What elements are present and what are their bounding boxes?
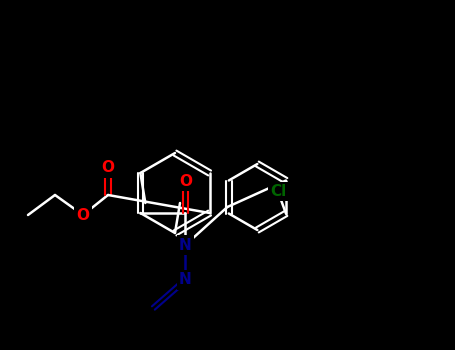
Text: O: O (101, 161, 115, 175)
Text: N: N (179, 238, 192, 252)
Text: Cl: Cl (270, 184, 286, 199)
Text: O: O (76, 208, 90, 223)
Text: O: O (179, 174, 192, 189)
Text: N: N (179, 273, 192, 287)
